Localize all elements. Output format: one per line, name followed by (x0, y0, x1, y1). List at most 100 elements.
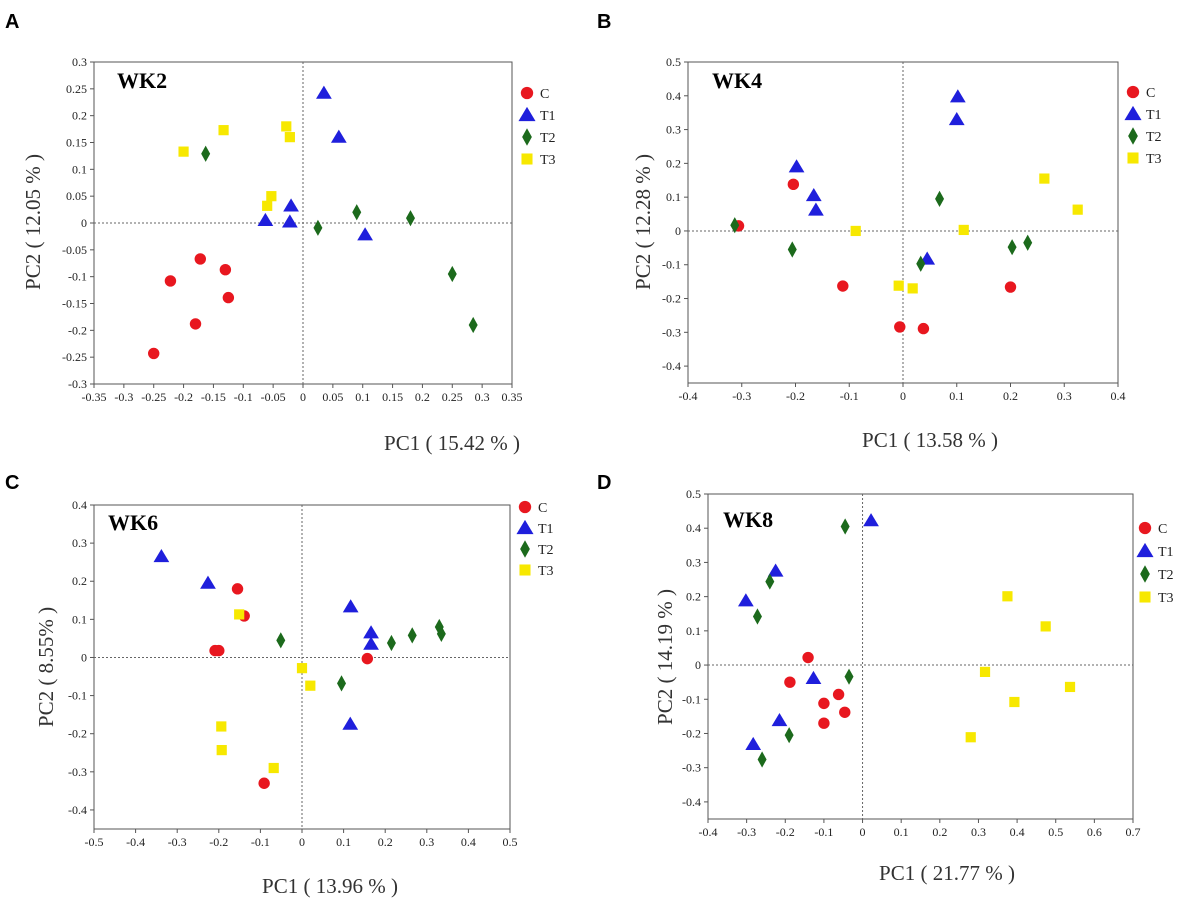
x-tick-label: 0.5 (1048, 825, 1063, 839)
x-tick-label: -0.35 (82, 390, 107, 404)
data-point-t2 (434, 618, 444, 636)
data-point-t1 (767, 563, 784, 577)
legend-marker-t2 (522, 128, 532, 146)
legend-marker-t1 (1136, 542, 1154, 558)
y-tick-label: 0 (675, 224, 681, 238)
legend-marker-c (520, 86, 534, 100)
legend-label-t3: T3 (1158, 591, 1174, 606)
data-point-t3 (1064, 681, 1076, 693)
x-tick-label: 0.7 (1126, 825, 1141, 839)
data-point-c (917, 322, 930, 335)
legend-label-t1: T1 (1158, 545, 1174, 560)
legend-marker-c (1126, 85, 1140, 99)
x-tick-label: -0.4 (679, 389, 698, 403)
x-axis-title: PC1 ( 15.42 % ) (384, 431, 520, 455)
data-point-t1 (316, 85, 332, 99)
legend-label-t1: T1 (538, 522, 554, 537)
x-tick-label: 0 (900, 389, 906, 403)
data-point-t2 (386, 634, 396, 652)
data-point-t3 (284, 132, 295, 143)
data-point-t1 (342, 716, 359, 730)
y-tick-label: -0.05 (62, 243, 87, 257)
x-tick-label: -0.2 (786, 389, 805, 403)
y-tick-label: -0.4 (68, 803, 87, 817)
x-tick-label: 0.5 (503, 835, 518, 849)
data-point-c (837, 280, 849, 292)
data-point-t2 (784, 727, 794, 744)
data-point-t1 (805, 670, 822, 685)
data-point-t1 (863, 513, 879, 527)
x-tick-label: -0.1 (234, 390, 253, 404)
data-point-t2 (201, 145, 211, 162)
x-tick-label: 0.3 (419, 835, 434, 849)
x-tick-label: -0.4 (126, 835, 145, 849)
data-point-c (1004, 281, 1017, 293)
y-axis-title: PC2 ( 12.28 % ) (631, 154, 655, 290)
data-point-c (189, 318, 202, 330)
legend-marker-t3 (1139, 591, 1151, 603)
x-tick-label: -0.2 (174, 390, 193, 404)
x-tick-label: 0.6 (1087, 825, 1102, 839)
data-point-t2 (844, 668, 854, 685)
y-tick-label: -0.25 (62, 350, 87, 364)
data-point-t2 (1023, 234, 1033, 251)
data-point-t3 (296, 663, 308, 674)
plot-title: WK6 (108, 510, 158, 535)
y-tick-label: -0.2 (662, 292, 681, 306)
legend-marker-t3 (1127, 152, 1139, 164)
legend-label-c: C (1158, 522, 1167, 537)
data-point-t3 (216, 721, 227, 732)
data-point-t2 (935, 190, 945, 207)
x-tick-label: -0.3 (114, 390, 133, 404)
x-tick-label: 0 (860, 825, 866, 839)
data-point-t2 (730, 217, 740, 234)
panel-letter: B (597, 11, 611, 33)
x-tick-label: 0.15 (382, 390, 403, 404)
data-point-t2 (840, 518, 850, 535)
y-tick-label: -0.3 (682, 761, 701, 775)
data-point-t1 (805, 187, 822, 202)
y-tick-label: 0.3 (72, 536, 87, 550)
legend-label-t1: T1 (540, 109, 556, 124)
pca-panel-b: B -0.4 -0.3 -0.2 -0.1 0 0.1 0.2 0.3 0.4 -0.4 -0.3 -0… (597, 11, 1162, 452)
y-tick-label: 0.25 (66, 82, 87, 96)
data-point-t3 (266, 191, 277, 202)
y-tick-label: 0.05 (66, 189, 87, 203)
data-point-t1 (949, 89, 966, 103)
y-tick-label: 0.5 (686, 487, 701, 501)
y-tick-label: 0.2 (686, 590, 701, 604)
y-tick-label: 0.3 (666, 123, 681, 137)
x-tick-label: -0.1 (251, 835, 270, 849)
legend-marker-t2 (1128, 127, 1138, 145)
data-point-c (784, 676, 796, 688)
y-tick-label: 0.3 (686, 555, 701, 569)
legend-label-c: C (538, 501, 547, 516)
data-point-t3 (979, 666, 991, 677)
y-tick-label: 0.1 (686, 624, 701, 638)
data-point-t2 (1007, 239, 1017, 256)
data-point-t1 (771, 712, 788, 727)
plot-frame (707, 493, 1134, 820)
data-point-t1 (330, 129, 347, 143)
legend-label-t1: T1 (1146, 108, 1162, 123)
y-tick-label: -0.2 (682, 726, 701, 740)
x-tick-label: -0.05 (261, 390, 286, 404)
data-point-c (219, 263, 232, 276)
pca-panel-a: A-0.35 -0.3 -0.25 -0.2 -0.15 -0.1 -0.05 0 0.05 0.… (5, 11, 556, 455)
x-tick-label: -0.3 (737, 825, 756, 839)
y-tick-label: -0.15 (62, 297, 87, 311)
data-point-t2 (407, 627, 417, 644)
x-tick-label: 0.1 (355, 390, 370, 404)
data-point-t1 (342, 599, 359, 613)
data-point-t1 (281, 214, 298, 228)
panel-letter: D (597, 472, 611, 494)
data-point-t3 (1039, 173, 1050, 184)
x-tick-label: 0.2 (415, 390, 430, 404)
data-point-c (832, 688, 845, 701)
data-point-t2 (436, 625, 446, 642)
data-point-t1 (948, 111, 965, 126)
y-tick-label: 0 (81, 216, 87, 230)
y-tick-label: 0.4 (686, 521, 701, 535)
x-tick-label: 0.05 (322, 390, 343, 404)
data-point-t1 (153, 548, 170, 563)
